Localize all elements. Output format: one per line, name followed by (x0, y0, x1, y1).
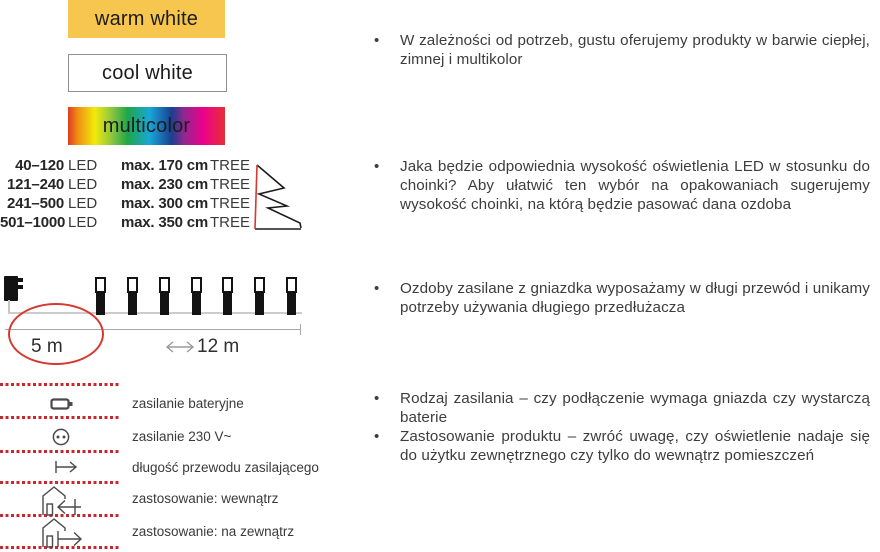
swatch-cool-white-label: cool white (102, 61, 193, 84)
bullet-item: • W zależności od potrzeb, gustu oferuje… (374, 31, 870, 69)
tree-word: TREE (210, 176, 251, 193)
bullet-marker: • (374, 280, 380, 297)
led-table-row: 241–500 LED max. 300 cm TREE (0, 195, 250, 214)
led-table-row: 40–120 LED max. 170 cm TREE (0, 157, 250, 176)
swatch-multicolor-label: multicolor (102, 114, 191, 137)
dotted-separator (0, 416, 119, 419)
bulb-icon (95, 277, 106, 315)
dotted-separator (0, 481, 119, 484)
cable-length-icon (55, 461, 78, 473)
bulb-icon (159, 277, 170, 315)
legend-label-cable-length: długość przewodu zasilającego (132, 460, 319, 475)
tree-word: TREE (210, 157, 251, 174)
bullet-item: • Zastosowanie produktu – zwróć uwagę, c… (374, 427, 870, 465)
bulb-icon (127, 277, 138, 315)
bullet-marker: • (374, 428, 380, 445)
bullet-item: • Ozdoby zasilane z gniazdka wyposażamy … (374, 279, 870, 317)
bulb-icon (222, 277, 233, 315)
measurement-tick (300, 324, 301, 335)
double-arrow-icon (165, 341, 195, 353)
power-plug-icon (4, 276, 18, 301)
swatch-warm-white: warm white (68, 0, 225, 38)
led-range: 241–500 (7, 195, 64, 212)
led-range: 121–240 (7, 176, 64, 193)
bullet-block-tree-height: • Jaka będzie odpowiednia wysokość oświe… (374, 157, 870, 214)
dotted-separator (0, 450, 119, 453)
christmas-tree-icon (254, 164, 302, 230)
dotted-separator (0, 514, 119, 517)
led-unit: LED (68, 157, 98, 174)
bulb-icon (286, 277, 297, 315)
bullet-marker: • (374, 32, 380, 49)
led-range: 40–120 (15, 157, 64, 174)
bullet-text: W zależności od potrzeb, gustu oferujemy… (400, 32, 870, 68)
bullet-text: Jaka będzie odpowiednia wysokość oświetl… (400, 158, 870, 213)
bullet-marker: • (374, 390, 380, 407)
tree-height: max. 230 cm (121, 176, 209, 193)
string-length-label: 12 m (197, 336, 240, 357)
tree-word: TREE (210, 195, 251, 212)
swatch-cool-white: cool white (68, 54, 227, 92)
battery-icon (50, 398, 73, 410)
bullet-text: Ozdoby zasilane z gniazdka wyposażamy w … (400, 280, 870, 316)
plug-prong (18, 285, 23, 289)
tree-word: TREE (210, 214, 251, 231)
bullet-marker: • (374, 158, 380, 175)
led-range: 501–1000 (0, 214, 66, 231)
lead-length-label: 5 m (31, 336, 63, 357)
bullet-block-cable: • Ozdoby zasilane z gniazdka wyposażamy … (374, 279, 870, 317)
legend-label-outdoor: zastosowanie: na zewnątrz (132, 524, 295, 539)
bullet-item: • Rodzaj zasilania – czy podłączenie wym… (374, 389, 870, 427)
bullet-text: Rodzaj zasilania – czy podłączenie wymag… (400, 390, 870, 426)
tree-height: max. 300 cm (121, 195, 209, 212)
highlight-ellipse (8, 303, 104, 365)
legend-label-230v: zasilanie 230 V~ (132, 429, 232, 444)
bulb-icon (191, 277, 202, 315)
tree-height: max. 170 cm (121, 157, 209, 174)
measurement-line (5, 329, 301, 330)
tree-height: max. 350 cm (121, 214, 209, 231)
plug-prong (18, 278, 23, 282)
swatch-warm-white-label: warm white (94, 7, 199, 30)
swatch-multicolor: multicolor (68, 107, 225, 145)
legend-label-battery: zasilanie bateryjne (132, 396, 244, 411)
house-outdoor-icon (42, 518, 83, 548)
bullet-item: • Jaka będzie odpowiednia wysokość oświe… (374, 157, 870, 214)
socket-icon (52, 428, 70, 446)
legend-label-indoor: zastosowanie: wewnątrz (132, 491, 279, 506)
wire-string (8, 312, 302, 314)
dotted-separator (0, 383, 119, 386)
dotted-separator (0, 546, 119, 549)
bulb-icon (254, 277, 265, 315)
led-table-row: 501–1000 LED max. 350 cm TREE (0, 214, 250, 233)
bullet-block-power-usage: • Rodzaj zasilania – czy podłączenie wym… (374, 389, 870, 465)
house-indoor-icon (42, 486, 81, 516)
bullet-block-colors: • W zależności od potrzeb, gustu oferuje… (374, 31, 870, 69)
led-unit: LED (68, 176, 98, 193)
led-table-row: 121–240 LED max. 230 cm TREE (0, 176, 250, 195)
led-unit: LED (68, 214, 98, 231)
led-unit: LED (68, 195, 98, 212)
wire-lead (8, 300, 10, 313)
bullet-text: Zastosowanie produktu – zwróć uwagę, czy… (400, 428, 870, 464)
